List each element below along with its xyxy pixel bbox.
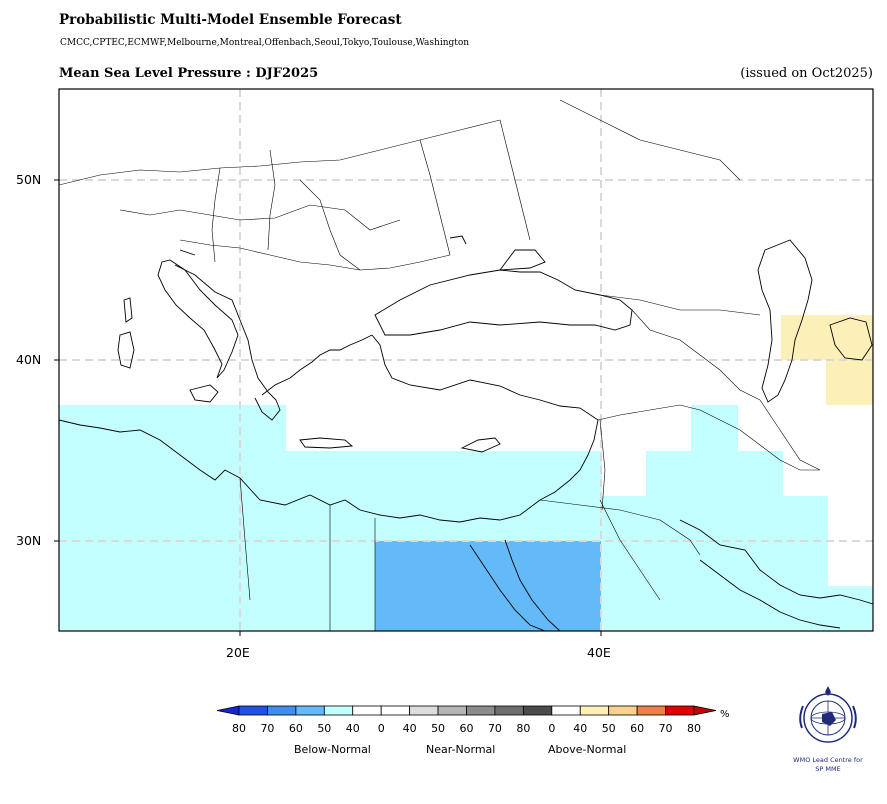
- colorbar-tick-label: 0: [377, 722, 385, 735]
- colorbar-segment: [466, 705, 496, 716]
- below-normal-60-region: [375, 541, 601, 631]
- colorbar-tick-label: 40: [573, 722, 588, 735]
- colorbar-tick-label: 60: [288, 722, 303, 735]
- colorbar-tick-label: 80: [232, 722, 246, 735]
- map-title: Probabilistic Multi-Model Ensemble Forec…: [59, 12, 402, 28]
- colorbar-tick-label: 70: [487, 722, 502, 735]
- lon-label-20e: 20E: [226, 645, 250, 660]
- colorbar-tick-label: 40: [402, 722, 417, 735]
- category-above-normal: Above-Normal: [548, 743, 627, 756]
- colorbar-segment: [665, 705, 695, 716]
- colorbar-segment: [295, 705, 325, 716]
- colorbar-tick-label: 50: [601, 722, 616, 735]
- issue-date: (issued on Oct2025): [740, 66, 873, 81]
- colorbar-tick-label: 80: [516, 722, 531, 735]
- colorbar-segment: [409, 705, 439, 716]
- colorbar-segment: [323, 705, 354, 716]
- colorbar-tick-label: 50: [317, 722, 332, 735]
- colorbar: [216, 705, 717, 716]
- graticule: [59, 89, 873, 631]
- colorbar-tick-label: 0: [548, 722, 556, 735]
- colorbar-unit: %: [720, 709, 730, 720]
- colorbar-segment: [579, 705, 610, 716]
- lat-label-50n: 50N: [16, 172, 42, 187]
- colorbar-tick-label: 70: [260, 722, 275, 735]
- category-near-normal: Near-Normal: [426, 743, 496, 756]
- colorbar-tick-label: 50: [431, 722, 446, 735]
- logo-caption-line2: SP MME: [815, 765, 841, 773]
- colorbar-tick-label: 60: [630, 722, 645, 735]
- map-subtitle: Mean Sea Level Pressure : DJF2025: [59, 66, 319, 81]
- colorbar-tick-label: 80: [687, 722, 701, 735]
- wmo-logo: [799, 686, 857, 743]
- contributing-centres: CMCC,CPTEC,ECMWF,Melbourne,Montreal,Offe…: [60, 38, 470, 48]
- colorbar-segment: [380, 705, 411, 716]
- colorbar-segment: [437, 705, 467, 716]
- lat-label-30n: 30N: [16, 533, 42, 548]
- colorbar-tick-label: 40: [345, 722, 360, 735]
- axis-ticks: [54, 179, 602, 636]
- colorbar-tick-label: 60: [459, 722, 474, 735]
- colorbar-segment: [522, 705, 553, 716]
- colorbar-segment: [636, 705, 666, 716]
- colorbar-segment: [352, 705, 382, 716]
- colorbar-segment: [267, 705, 297, 716]
- colorbar-low-arrow: [216, 705, 240, 716]
- colorbar-segment: [551, 705, 581, 716]
- colorbar-segment: [494, 705, 524, 716]
- colorbar-segment: [238, 705, 268, 716]
- lon-label-40e: 40E: [587, 645, 611, 660]
- country-borders: [59, 99, 821, 631]
- colorbar-tick-label: 70: [658, 722, 673, 735]
- logo-caption-line1: WMO Lead Centre for: [793, 756, 863, 764]
- colorbar-segment: [608, 705, 638, 716]
- lat-label-40n: 40N: [16, 352, 42, 367]
- colorbar-high-arrow: [693, 705, 717, 716]
- above-normal-40-region: [781, 315, 873, 405]
- category-below-normal: Below-Normal: [294, 743, 371, 756]
